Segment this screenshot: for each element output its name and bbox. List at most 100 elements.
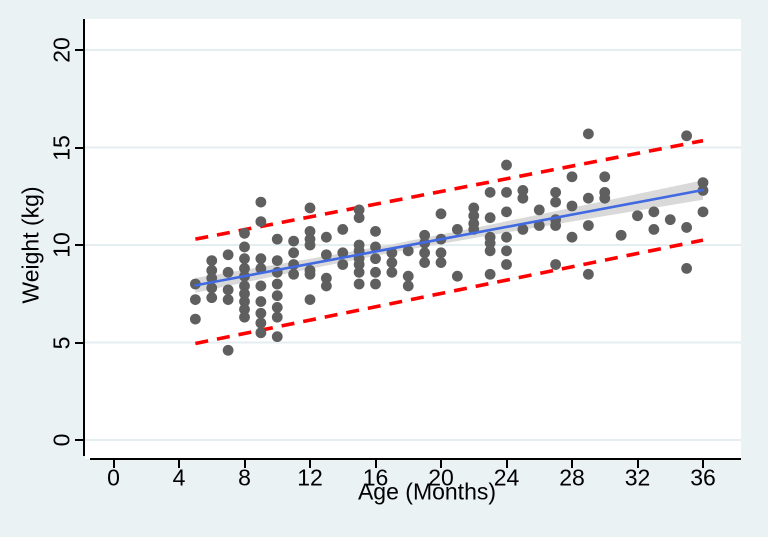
data-point (239, 296, 250, 307)
data-point (517, 224, 529, 235)
y-tick (75, 49, 83, 51)
fit-line (194, 188, 705, 287)
data-point (320, 231, 332, 243)
data-point (419, 257, 431, 268)
data-point (353, 259, 365, 270)
data-point (419, 229, 431, 241)
data-point (222, 284, 234, 296)
data-point (222, 344, 234, 356)
data-point (206, 282, 218, 294)
data-point (533, 220, 545, 231)
y-tick (75, 244, 83, 246)
data-point (550, 196, 562, 208)
data-point (271, 233, 283, 245)
data-point (370, 241, 381, 253)
data-point (501, 245, 512, 257)
x-tick (374, 460, 377, 468)
data-point (239, 280, 250, 292)
x-tick-label: 28 (559, 464, 585, 491)
data-point (370, 278, 381, 290)
y-axis-title: Weight (kg) (17, 186, 44, 304)
data-point (582, 128, 594, 140)
data-point (255, 196, 267, 208)
x-tick (571, 460, 573, 468)
data-point (239, 227, 250, 239)
x-tick-label: 16 (362, 464, 389, 491)
data-point (189, 294, 201, 305)
data-point (566, 231, 578, 243)
x-axis-line (90, 458, 741, 460)
data-point (304, 294, 316, 305)
data-point (386, 257, 398, 268)
data-point (370, 266, 381, 278)
data-point (337, 247, 349, 259)
data-point (501, 231, 512, 243)
plot-canvas (85, 49, 741, 441)
data-point (189, 278, 201, 290)
data-point (501, 206, 512, 218)
data-point (517, 192, 529, 204)
upper-limit-line (195, 138, 704, 241)
data-point (484, 237, 496, 249)
data-point (566, 200, 578, 212)
x-tick (636, 460, 639, 468)
data-point (255, 280, 267, 292)
y-tick (75, 146, 83, 149)
data-point (222, 266, 234, 278)
x-tick (702, 460, 704, 468)
data-point (271, 331, 283, 343)
data-point (320, 249, 332, 261)
data-point (304, 239, 316, 251)
data-point (288, 268, 300, 280)
data-point (402, 270, 414, 282)
data-point (435, 247, 447, 259)
data-point (468, 202, 480, 214)
data-point (484, 268, 496, 280)
data-point (484, 186, 496, 198)
x-tick (440, 460, 442, 468)
data-point (370, 253, 381, 265)
data-point (484, 212, 496, 224)
data-point (222, 249, 234, 261)
data-point (255, 263, 267, 274)
data-point (615, 229, 627, 241)
data-point (599, 192, 611, 204)
data-point (255, 327, 267, 339)
data-point (206, 292, 218, 304)
data-point (501, 259, 512, 270)
x-tick-label: 32 (624, 464, 651, 491)
data-point (582, 220, 594, 231)
data-point (353, 278, 365, 290)
data-point (451, 224, 463, 235)
data-point (402, 280, 414, 292)
data-point (239, 253, 250, 265)
data-point (206, 264, 218, 276)
data-point (271, 278, 283, 290)
data-point (222, 294, 234, 305)
data-point (255, 317, 267, 329)
data-point (320, 272, 332, 284)
data-point (239, 303, 250, 315)
data-point (648, 206, 660, 218)
data-point (271, 311, 283, 323)
y-tick-label: 10 (48, 232, 75, 258)
plot-area (85, 19, 741, 459)
data-point (370, 225, 381, 237)
data-point (550, 259, 562, 270)
data-point (353, 204, 365, 216)
data-point (239, 263, 250, 274)
data-point (451, 270, 463, 282)
data-point (353, 266, 365, 278)
data-point (271, 302, 283, 313)
data-point (239, 241, 250, 253)
data-point (239, 311, 250, 323)
data-point (255, 216, 267, 228)
data-point (255, 296, 267, 307)
data-point (681, 263, 693, 274)
data-point (582, 192, 594, 204)
x-tick (505, 460, 508, 468)
y-tick-label: 15 (48, 134, 75, 161)
data-point (353, 212, 365, 224)
data-point (337, 224, 349, 235)
